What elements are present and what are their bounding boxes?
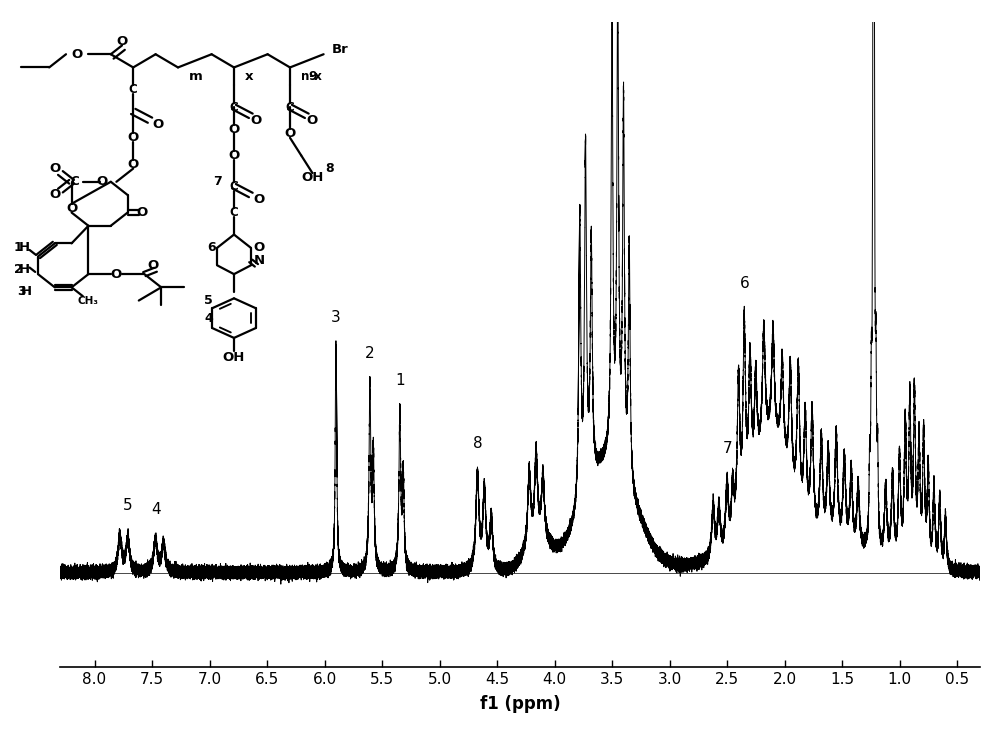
Text: 8: 8 (325, 162, 334, 175)
Text: O: O (228, 149, 240, 162)
Text: 9: 9 (308, 70, 317, 83)
Text: 3: 3 (17, 285, 26, 298)
Text: 4: 4 (204, 312, 213, 325)
Text: 5: 5 (123, 498, 133, 513)
Text: 6: 6 (207, 241, 216, 254)
Text: O: O (97, 175, 108, 188)
Text: m: m (189, 70, 203, 83)
Text: C: C (129, 83, 138, 96)
Text: O: O (72, 48, 83, 61)
Text: O: O (128, 158, 139, 171)
Text: O: O (111, 268, 122, 281)
Text: 6: 6 (739, 276, 749, 290)
Text: Br: Br (332, 43, 349, 56)
Text: 8: 8 (473, 436, 482, 452)
Text: O: O (284, 127, 296, 140)
Text: O: O (116, 34, 128, 48)
Text: O: O (128, 131, 139, 144)
Text: OH: OH (223, 351, 245, 364)
Text: CH₃: CH₃ (78, 295, 99, 306)
Text: x: x (245, 70, 254, 83)
Text: n-x: n-x (301, 70, 322, 83)
Text: O: O (228, 122, 240, 136)
Text: O: O (136, 206, 147, 219)
Text: O: O (251, 114, 262, 127)
Text: OH: OH (301, 171, 324, 184)
Text: 4: 4 (151, 502, 161, 517)
Text: 2: 2 (365, 346, 375, 361)
Text: 5: 5 (204, 294, 213, 307)
Text: C: C (230, 100, 238, 114)
Text: 7: 7 (213, 175, 222, 188)
Text: C: C (230, 180, 238, 193)
Text: 3: 3 (331, 310, 341, 325)
Text: O: O (49, 162, 60, 175)
Text: O: O (254, 241, 265, 254)
Text: C: C (230, 206, 238, 219)
Text: H: H (18, 263, 30, 276)
Text: O: O (254, 193, 265, 206)
Text: N: N (254, 254, 265, 268)
Text: C: C (286, 100, 294, 114)
Text: H: H (18, 241, 30, 254)
Text: 1: 1 (395, 373, 404, 388)
X-axis label: f1 (ppm): f1 (ppm) (480, 695, 560, 713)
Text: 2: 2 (14, 263, 23, 276)
Text: O: O (307, 114, 318, 127)
Text: 1: 1 (14, 241, 23, 254)
Text: O: O (147, 259, 158, 272)
Text: O: O (49, 188, 60, 202)
Text: O: O (66, 202, 77, 215)
Text: 7: 7 (722, 441, 732, 457)
Text: O: O (153, 118, 164, 131)
Text: H: H (21, 285, 32, 298)
Text: C: C (70, 175, 79, 188)
